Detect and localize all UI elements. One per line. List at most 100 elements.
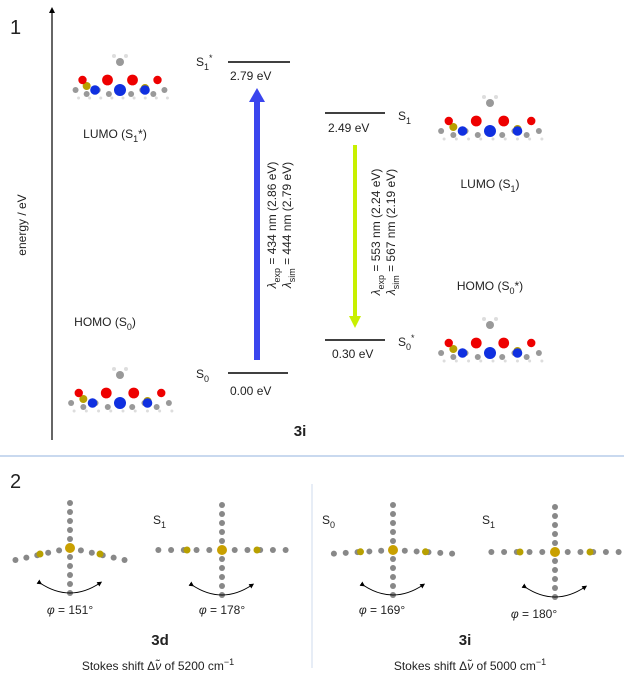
atom xyxy=(45,549,52,556)
label: φ = 169° xyxy=(359,603,406,617)
atom xyxy=(449,550,456,557)
text-part: 1 xyxy=(511,184,516,194)
atom xyxy=(449,123,458,131)
label: S1 xyxy=(153,513,166,530)
atom xyxy=(413,548,420,555)
text-part: = 553 nm (2.24 eV) xyxy=(369,169,383,275)
atom xyxy=(474,132,481,138)
atom xyxy=(72,409,76,413)
atom xyxy=(116,58,124,66)
text-part: S xyxy=(398,335,406,349)
atom xyxy=(516,548,524,556)
atom xyxy=(512,126,523,136)
label: λsim = 444 nm (2.79 eV) xyxy=(280,162,297,289)
atom xyxy=(183,546,191,554)
atom xyxy=(161,87,168,93)
atom xyxy=(121,557,128,563)
atom xyxy=(219,583,225,589)
atom xyxy=(56,547,63,554)
text-part: = 151° xyxy=(55,603,94,617)
atom xyxy=(269,547,276,553)
atom xyxy=(527,116,536,126)
atom xyxy=(491,137,495,141)
text-part: φ xyxy=(359,603,367,617)
text-part: = 567 nm (2.19 eV) xyxy=(384,169,398,275)
atom xyxy=(282,547,289,553)
energy-label: 2.79 eV xyxy=(230,69,271,83)
atom xyxy=(165,96,169,100)
atom xyxy=(467,359,471,363)
atom xyxy=(499,354,506,360)
atom xyxy=(124,54,128,58)
atom xyxy=(67,563,73,569)
atom xyxy=(87,398,98,408)
label: LUMO (S1*) xyxy=(83,127,147,144)
text-part: *) xyxy=(515,279,524,293)
atom xyxy=(67,509,73,515)
atom xyxy=(244,547,251,553)
text-part: S xyxy=(398,109,406,123)
atom xyxy=(74,388,83,398)
atom xyxy=(482,317,486,321)
atom xyxy=(503,137,507,141)
atom xyxy=(112,367,116,371)
atom xyxy=(552,585,558,591)
atom xyxy=(552,504,558,510)
atom xyxy=(97,409,101,413)
text-part: φ xyxy=(199,603,207,617)
atom xyxy=(88,96,92,100)
atom xyxy=(484,125,496,137)
atom xyxy=(449,345,458,353)
atom xyxy=(140,85,150,95)
text-part: 1 xyxy=(133,134,138,144)
atom xyxy=(67,554,73,560)
molecules xyxy=(12,54,622,600)
atom xyxy=(486,321,494,329)
atom xyxy=(110,554,117,561)
atom xyxy=(128,91,135,97)
text-part: 0 xyxy=(127,322,132,332)
atom xyxy=(494,317,498,321)
label: φ = 151° xyxy=(47,603,94,617)
atom xyxy=(390,538,396,544)
text-part: of 5200 cm xyxy=(161,659,224,673)
atom xyxy=(528,137,532,141)
label: Stokes shift Δν̃ of 5200 cm−1 xyxy=(82,657,234,673)
atom xyxy=(133,409,137,413)
text-part: S xyxy=(153,513,161,527)
atom xyxy=(219,520,225,526)
atom xyxy=(390,511,396,517)
text-part: exp xyxy=(272,268,282,283)
text-part: −1 xyxy=(224,657,234,667)
text-part: HOMO (S xyxy=(74,315,127,329)
text-part: S xyxy=(322,513,330,527)
angle-arc xyxy=(359,581,426,596)
text-part: of 5000 cm xyxy=(473,659,536,673)
atom xyxy=(154,96,158,100)
text-part: 0 xyxy=(330,520,335,530)
atom xyxy=(253,546,261,554)
atom xyxy=(109,409,113,413)
atom xyxy=(390,574,396,580)
atom xyxy=(467,137,471,141)
text-part: ν̃ xyxy=(155,658,161,673)
atom xyxy=(494,95,498,99)
atom xyxy=(157,388,166,398)
atom xyxy=(540,359,544,363)
atom xyxy=(390,583,396,589)
text-part: ν̃ xyxy=(467,658,473,673)
atom xyxy=(206,547,213,553)
text-part: −1 xyxy=(536,657,546,667)
atom xyxy=(552,540,558,546)
atom xyxy=(67,536,73,542)
text-part: 0 xyxy=(509,286,514,296)
atom xyxy=(498,337,510,349)
text-part: = 178° xyxy=(207,603,246,617)
atom xyxy=(67,527,73,533)
atom xyxy=(454,137,458,141)
atom xyxy=(479,137,483,141)
atom xyxy=(442,359,446,363)
atom xyxy=(457,348,468,358)
text-part: 1 xyxy=(406,116,411,126)
